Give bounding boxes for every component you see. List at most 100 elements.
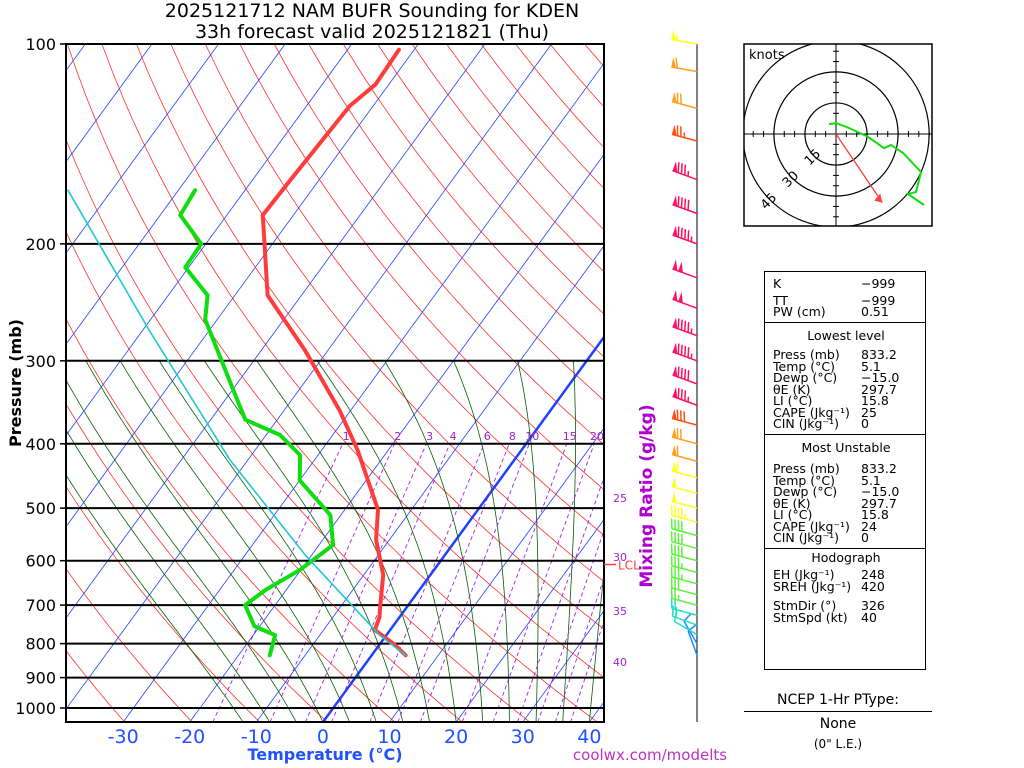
mixing-ratio-label: 40 bbox=[613, 656, 627, 669]
barb-staff bbox=[671, 470, 698, 479]
stat-value: 24 bbox=[861, 518, 877, 534]
barb-full bbox=[687, 199, 690, 211]
barb-full bbox=[680, 344, 683, 356]
stat-label: CIN (Jkg⁻¹) bbox=[773, 530, 839, 545]
isotherm bbox=[66, 44, 353, 437]
wind-barb bbox=[670, 577, 698, 596]
mixing-ratio-label: 4 bbox=[450, 430, 457, 443]
barb-full bbox=[675, 606, 678, 618]
hodograph-header: Hodograph bbox=[811, 549, 881, 565]
wind-barb bbox=[670, 543, 698, 562]
plot-frame bbox=[65, 43, 605, 723]
stat-label: CAPE (Jkg⁻¹) bbox=[773, 518, 850, 534]
k-value: −999 bbox=[861, 276, 896, 291]
mixing-ratio-label: 1 bbox=[343, 430, 350, 443]
barb-flag bbox=[671, 427, 677, 439]
y-tick-label: 100 bbox=[25, 35, 56, 54]
wind-barb bbox=[671, 461, 698, 479]
barb-flag bbox=[672, 317, 678, 329]
wind-barb bbox=[672, 195, 698, 215]
isotherm bbox=[66, 44, 153, 163]
stat-label: θE (K) bbox=[773, 381, 811, 397]
dry-adiabat bbox=[66, 403, 328, 722]
stat-row: Temp (°C) 5.1 bbox=[773, 472, 919, 488]
dry-adiabat bbox=[239, 44, 604, 491]
barb-full bbox=[671, 605, 674, 617]
isotherm bbox=[189, 153, 604, 722]
stat-label: Press (mb) bbox=[773, 347, 840, 362]
mixing-ratio-title: Mixing Ratio (g/kg) bbox=[637, 404, 657, 587]
moist-adiabat bbox=[256, 360, 430, 722]
barb-staff bbox=[672, 615, 698, 626]
wind-barb bbox=[671, 57, 698, 73]
barb-full bbox=[680, 389, 683, 400]
stat-row: CIN (Jkg⁻¹) 0 bbox=[773, 418, 919, 430]
dry-adiabat bbox=[66, 650, 125, 722]
stat-value: 420 bbox=[861, 578, 885, 594]
lowest-level-header: Lowest level bbox=[807, 327, 885, 343]
wind-barb bbox=[670, 531, 698, 550]
mixing-ratio-line bbox=[269, 443, 395, 722]
title-line2: 33h forecast valid 2025121821 (Thu) bbox=[195, 21, 549, 43]
credit-link[interactable]: coolwx.com/modelts bbox=[573, 746, 727, 764]
barb-staff bbox=[672, 169, 698, 181]
stat-value: 5.1 bbox=[861, 472, 881, 488]
wind-barb bbox=[671, 124, 698, 142]
wind-barb bbox=[670, 598, 698, 616]
wind-barb bbox=[672, 289, 698, 309]
barb-full bbox=[687, 230, 690, 241]
wind-barb bbox=[672, 225, 698, 245]
pressure-lines bbox=[60, 43, 604, 709]
barb-full bbox=[687, 322, 690, 333]
barb-staff bbox=[671, 500, 698, 509]
isotherm bbox=[389, 427, 604, 722]
stat-value: 297.7 bbox=[861, 381, 897, 397]
moist-adiabat bbox=[204, 360, 404, 722]
moist-adiabat bbox=[562, 360, 576, 722]
k-label: K bbox=[773, 276, 782, 291]
dry-adiabat bbox=[66, 485, 260, 722]
x-tick-label: 10 bbox=[377, 726, 401, 748]
stat-row: Press (mb) 833.2 bbox=[773, 349, 919, 361]
x-tick-label: -20 bbox=[174, 726, 205, 748]
barb-full bbox=[684, 198, 687, 210]
wind-barb bbox=[671, 91, 698, 110]
barb-full bbox=[680, 319, 683, 331]
wind-barb bbox=[672, 365, 698, 385]
isotherm bbox=[321, 334, 604, 722]
stat-value: 0 bbox=[861, 416, 869, 431]
moist-adiabat bbox=[85, 360, 324, 722]
indices-section: K −999 TT −999 PW (cm) 0.51 bbox=[765, 272, 925, 323]
dry-adiabat bbox=[446, 44, 604, 231]
barb-staff bbox=[671, 540, 698, 550]
stat-row: Dewp (°C) −15.0 bbox=[773, 372, 919, 384]
barb-full bbox=[687, 370, 690, 381]
y-tick-label: 200 bbox=[25, 235, 56, 254]
mixing-ratio-line bbox=[305, 443, 427, 722]
barb-full bbox=[675, 57, 679, 69]
y-tick-label: 700 bbox=[25, 596, 56, 615]
mixing-ratio-line bbox=[461, 443, 568, 722]
wind-barb bbox=[671, 408, 698, 426]
stat-value: 297.7 bbox=[861, 495, 897, 511]
wind-barb bbox=[672, 386, 698, 406]
barb-flag bbox=[671, 461, 677, 473]
stat-label: SREH (Jkg⁻¹) bbox=[773, 578, 852, 594]
barb-full bbox=[677, 387, 680, 399]
x-tick-label: -10 bbox=[241, 726, 272, 748]
stat-row: StmSpd (kt) 40 bbox=[773, 611, 919, 624]
y-tick-label: 400 bbox=[25, 435, 56, 454]
moist-adiabat bbox=[158, 360, 377, 722]
y-tick-label: 500 bbox=[25, 499, 56, 518]
stat-label: Press (mb) bbox=[773, 461, 840, 476]
dry-adiabat bbox=[273, 44, 604, 446]
dry-adiabat bbox=[66, 230, 463, 722]
barb-flag bbox=[671, 91, 677, 103]
barb-staff bbox=[683, 620, 698, 645]
barb-flag bbox=[671, 444, 677, 456]
moist-adiabat bbox=[66, 474, 244, 722]
barb-staff bbox=[671, 607, 698, 616]
temperature-line bbox=[260, 47, 408, 658]
stat-row: SREH (Jkg⁻¹) 420 bbox=[773, 578, 919, 594]
